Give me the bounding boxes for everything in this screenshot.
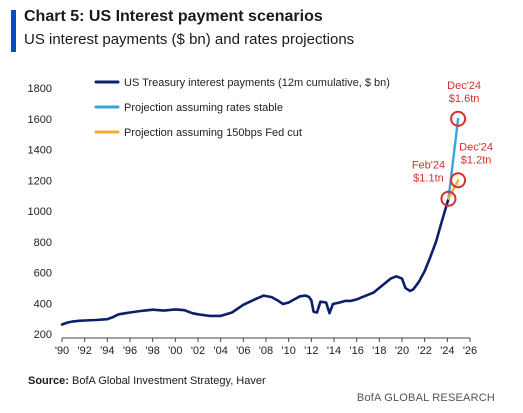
series-line-rates-stable	[447, 117, 460, 200]
source-text: BofA Global Investment Strategy, Haver	[72, 375, 266, 387]
source-note: Source: BofA Global Investment Strategy,…	[28, 375, 266, 387]
y-tick-label: 1400	[28, 145, 52, 157]
y-tick-label: 400	[34, 298, 52, 310]
x-tick-label: '12	[304, 345, 318, 357]
x-tick-label: '94	[100, 345, 114, 357]
x-tick-label: '04	[213, 345, 227, 357]
legend-label: US Treasury interest payments (12m cumul…	[124, 77, 390, 89]
legend-label: Projection assuming 150bps Fed cut	[124, 127, 302, 139]
x-tick-label: '14	[327, 345, 341, 357]
brand-footer: BofA GLOBAL RESEARCH	[356, 392, 495, 404]
x-tick-label: '08	[259, 345, 273, 357]
x-tick-label: '96	[123, 345, 137, 357]
legend-label: Projection assuming rates stable	[124, 102, 283, 114]
x-tick-label: '98	[145, 345, 159, 357]
y-tick-label: 1000	[28, 206, 52, 218]
x-tick-label: '90	[55, 345, 69, 357]
annotation-label-dec24-cut: Dec'24	[459, 141, 493, 153]
y-tick-label: 200	[34, 329, 52, 341]
series-line-fed-cut	[447, 179, 460, 200]
y-tick-label: 600	[34, 268, 52, 280]
chart-series	[60, 117, 460, 326]
y-tick-label: 1600	[28, 114, 52, 126]
annotation-value-dec24-stable: $1.6tn	[449, 93, 480, 105]
chart-title: Chart 5: US Interest payment scenarios	[24, 8, 323, 25]
annotation-value-dec24-cut: $1.2tn	[461, 154, 492, 166]
chart-subtitle: US interest payments ($ bn) and rates pr…	[24, 31, 355, 48]
x-tick-label: '10	[281, 345, 295, 357]
annotation-circle-dec24-stable	[450, 110, 467, 127]
annotation-circle-dec24-cut	[450, 172, 467, 189]
x-tick-label: '92	[77, 345, 91, 357]
x-tick-label: '02	[191, 345, 205, 357]
annotation-label-dec24-stable: Dec'24	[447, 80, 481, 92]
chart-legend: US Treasury interest payments (12m cumul…	[94, 77, 390, 139]
x-tick-label: '16	[349, 345, 363, 357]
series-line-main	[60, 197, 450, 326]
annotation-label-feb24: Feb'24	[412, 160, 445, 172]
annotation-value-feb24: $1.1tn	[413, 173, 444, 185]
x-tick-label: '00	[168, 345, 182, 357]
x-tick-label: '18	[372, 345, 386, 357]
source-label: Source:	[28, 375, 69, 387]
x-tick-label: '20	[395, 345, 409, 357]
y-tick-label: 800	[34, 237, 52, 249]
x-tick-label: '26	[463, 345, 477, 357]
title-accent-bar	[11, 10, 16, 52]
annotation-circle-feb24	[440, 190, 457, 207]
y-tick-label: 1200	[28, 175, 52, 187]
chart-axes: 200 400 600 800 1000 1200 1400 1600 1800 '90 '92 '9…	[28, 83, 478, 357]
y-tick-label: 1800	[28, 83, 52, 95]
x-tick-label: '06	[236, 345, 250, 357]
x-tick-label: '22	[417, 345, 431, 357]
x-tick-label: '24	[440, 345, 454, 357]
